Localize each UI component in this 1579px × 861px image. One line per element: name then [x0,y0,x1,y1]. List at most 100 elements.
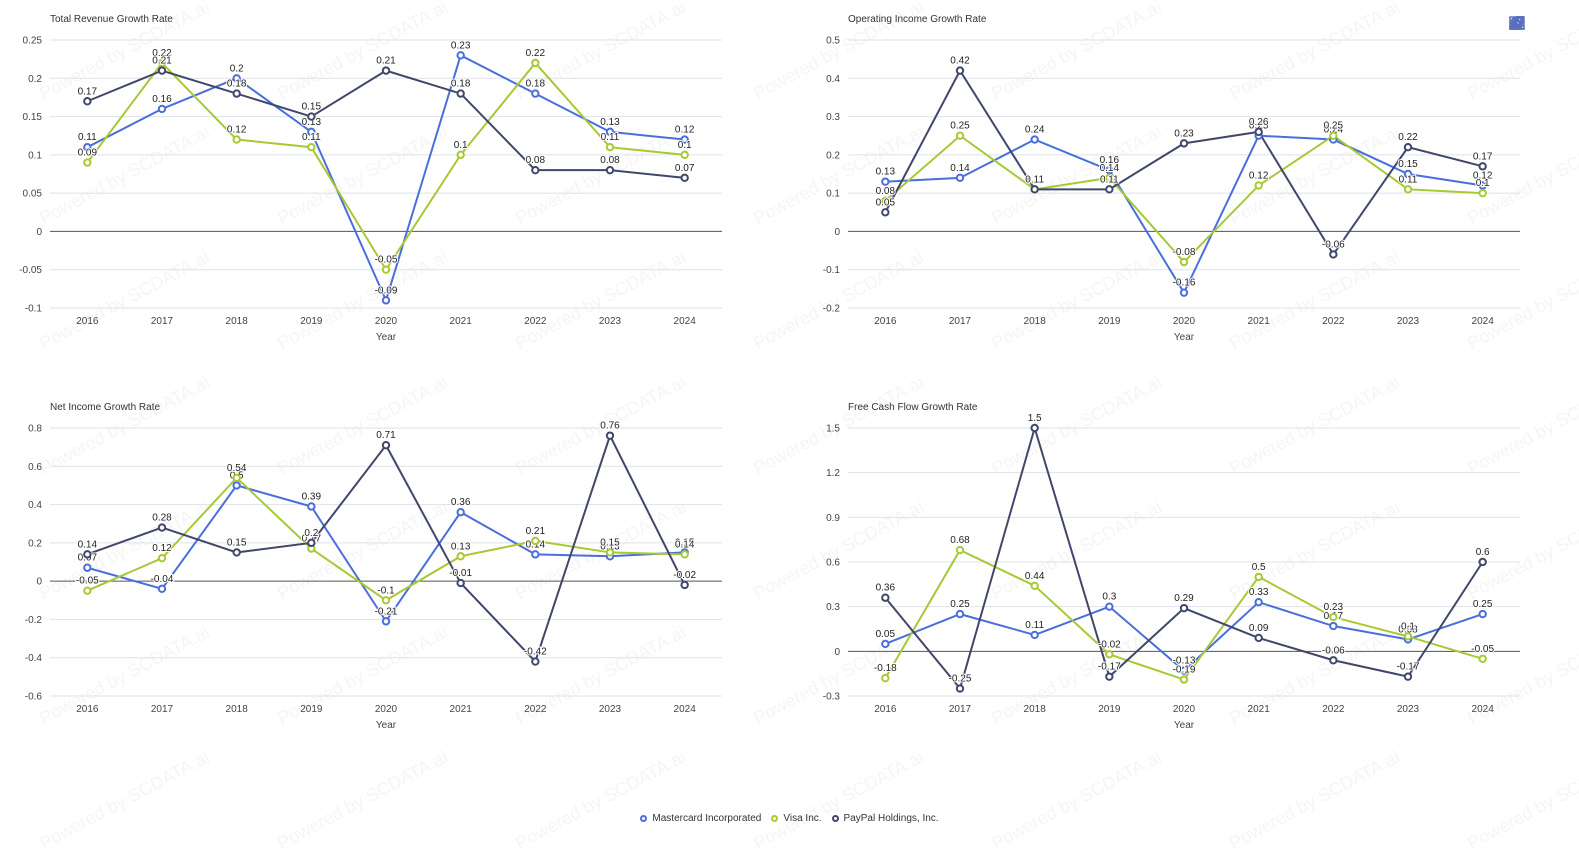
legend-item-visa[interactable]: Visa Inc. [771,813,822,824]
data-point[interactable] [381,296,391,305]
data-point[interactable] [381,617,391,626]
data-point[interactable] [955,545,965,555]
data-point[interactable] [157,584,167,594]
data-point[interactable] [1105,672,1114,681]
data-point[interactable] [232,135,241,144]
data-point[interactable] [456,150,465,160]
data-point[interactable] [955,66,965,75]
data-point[interactable] [1254,633,1263,643]
data-point[interactable] [232,548,241,557]
data-point[interactable] [1403,143,1413,152]
data-point[interactable] [605,143,615,152]
data-point[interactable] [1030,135,1039,144]
data-point[interactable] [157,523,167,532]
data-point[interactable] [1403,169,1413,179]
data-point[interactable] [307,112,316,121]
data-point[interactable] [531,58,540,68]
data-point[interactable] [531,165,540,175]
data-point[interactable] [157,553,167,563]
data-point[interactable] [456,508,465,517]
data-point[interactable] [83,158,92,167]
data-point[interactable] [531,550,540,559]
data-point[interactable] [605,431,615,440]
data-point[interactable] [1179,666,1189,675]
data-point[interactable] [1179,675,1189,684]
refresh-icon[interactable] [1508,14,1526,32]
data-point[interactable] [232,74,241,83]
data-point[interactable] [1329,656,1338,665]
data-point[interactable] [381,441,391,450]
data-point[interactable] [955,131,965,140]
data-point[interactable] [1105,602,1114,611]
data-point[interactable] [456,51,465,60]
data-point[interactable] [1179,603,1189,613]
data-point[interactable] [1105,165,1114,175]
data-point[interactable] [680,135,689,144]
data-point[interactable] [381,265,391,274]
data-point[interactable] [157,58,167,68]
data-point[interactable] [83,586,92,595]
data-point[interactable] [680,173,689,183]
data-point[interactable] [955,609,965,619]
data-point[interactable] [881,639,890,649]
data-point[interactable] [1254,127,1263,137]
data-point[interactable] [1478,162,1487,171]
data-point[interactable] [881,673,890,683]
data-point[interactable] [605,548,615,557]
data-point[interactable] [1179,257,1189,267]
data-point[interactable] [307,502,316,511]
data-point[interactable] [1105,650,1114,659]
data-point[interactable] [456,89,465,98]
data-point[interactable] [1030,581,1039,591]
data-point[interactable] [83,550,92,559]
data-point[interactable] [1105,185,1114,194]
data-point[interactable] [605,127,615,137]
data-point[interactable] [1478,609,1487,619]
data-point[interactable] [1030,630,1039,640]
data-point[interactable] [1254,598,1263,607]
data-point[interactable] [1329,621,1338,631]
data-point[interactable] [531,89,540,98]
data-point[interactable] [1179,139,1189,148]
data-point[interactable] [307,127,316,137]
data-point[interactable] [83,563,92,572]
data-point[interactable] [955,173,965,183]
data-point[interactable] [1329,131,1338,140]
data-point[interactable] [680,150,689,160]
data-point[interactable] [232,89,241,98]
data-point[interactable] [1403,632,1413,641]
data-point[interactable] [232,481,241,490]
data-point[interactable] [531,536,540,546]
data-point[interactable] [680,580,689,590]
data-point[interactable] [1478,188,1487,198]
data-point[interactable] [307,538,316,548]
data-point[interactable] [83,143,92,152]
data-point[interactable] [1329,250,1338,259]
data-point[interactable] [157,104,167,114]
data-point[interactable] [1403,185,1413,194]
data-point[interactable] [1478,654,1487,663]
data-point[interactable] [307,143,316,152]
data-point[interactable] [881,593,890,602]
data-point[interactable] [1478,181,1487,190]
data-point[interactable] [1105,173,1114,183]
data-point[interactable] [1478,557,1487,567]
data-point[interactable] [881,177,890,186]
data-point[interactable] [456,578,465,588]
data-point[interactable] [680,550,689,559]
data-point[interactable] [1329,612,1338,622]
data-point[interactable] [1030,423,1039,433]
data-point[interactable] [531,657,540,666]
data-point[interactable] [1179,288,1189,297]
data-point[interactable] [1030,185,1039,194]
legend-item-paypal[interactable]: PayPal Holdings, Inc. [831,813,939,824]
data-point[interactable] [232,473,241,482]
data-point[interactable] [881,208,890,217]
data-point[interactable] [605,165,615,175]
data-point[interactable] [955,684,965,693]
data-point[interactable] [881,196,890,206]
data-point[interactable] [381,66,391,75]
data-point[interactable] [83,97,92,106]
data-point[interactable] [1254,572,1263,582]
legend-item-mastercard[interactable]: Mastercard Incorporated [640,813,761,824]
